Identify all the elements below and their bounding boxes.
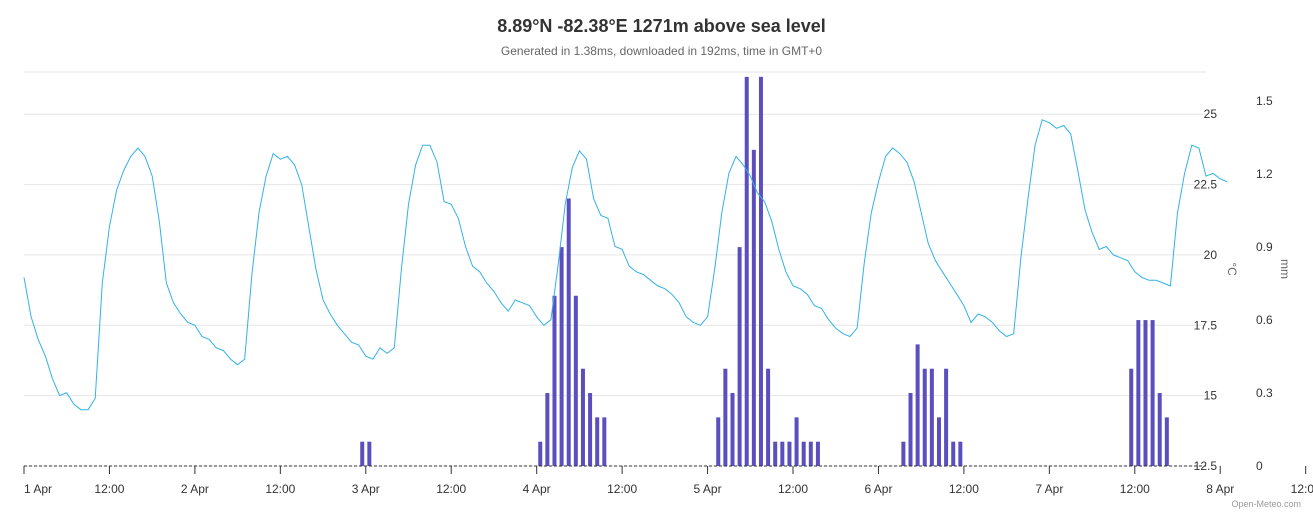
- precipitation-bar: [815, 441, 820, 466]
- x-tick-label: 12:00: [1120, 482, 1150, 496]
- temperature-line: [23, 119, 1228, 411]
- precipitation-bar: [908, 393, 913, 466]
- x-tick-label: 12:00: [949, 482, 979, 496]
- precipitation-bar: [580, 368, 585, 466]
- x-tick-label: 12:00: [94, 482, 124, 496]
- precipitation-bar: [794, 417, 799, 466]
- precipitation-bar: [1136, 320, 1141, 466]
- chart-title: 8.89°N -82.38°E 1271m above sea level: [497, 16, 826, 36]
- precipitation-bar: [1150, 320, 1155, 466]
- precipitation-bar: [360, 441, 365, 466]
- precipitation-bar: [758, 76, 763, 466]
- precipitation-bar: [566, 198, 571, 467]
- precipitation-bar: [958, 441, 963, 466]
- precipitation-bar: [951, 441, 956, 466]
- credits-link[interactable]: Open-Meteo.com: [1231, 499, 1301, 509]
- x-tick-label: 8 Apr: [1206, 482, 1234, 496]
- x-tick-label: 12:00: [265, 482, 295, 496]
- precipitation-bar: [808, 441, 813, 466]
- precipitation-bar: [595, 417, 600, 466]
- precipitation-bar: [780, 441, 785, 466]
- precipitation-bar: [1143, 320, 1148, 466]
- precipitation-bar: [723, 368, 728, 466]
- precipitation-tick-label: 0: [1256, 459, 1263, 473]
- x-tick-label: 12:00: [1291, 482, 1313, 496]
- chart-subtitle: Generated in 1.38ms, downloaded in 192ms…: [500, 44, 823, 58]
- precipitation-bar: [602, 417, 607, 466]
- temperature-tick-label: 15: [1204, 389, 1218, 403]
- precipitation-bar: [944, 368, 949, 466]
- precipitation-bar: [922, 368, 927, 466]
- x-tick-label: 6 Apr: [864, 482, 892, 496]
- x-tick-label: 4 Apr: [523, 482, 551, 496]
- precipitation-bar: [737, 247, 742, 466]
- precipitation-bar: [367, 441, 372, 466]
- precipitation-bar: [538, 441, 543, 466]
- x-tick-label: 7 Apr: [1035, 482, 1063, 496]
- x-tick-label: 5 Apr: [694, 482, 722, 496]
- precipitation-tick-label: 0.9: [1256, 240, 1273, 254]
- precipitation-tick-label: 1.5: [1256, 94, 1273, 108]
- precipitation-bar: [766, 368, 771, 466]
- precipitation-bars: [360, 76, 1169, 467]
- precipitation-bar: [1129, 368, 1134, 466]
- x-tick-label: 3 Apr: [352, 482, 380, 496]
- precipitation-bar: [773, 441, 778, 466]
- precipitation-bar: [730, 393, 735, 466]
- precipitation-tick-label: 1.2: [1256, 167, 1273, 181]
- precipitation-bar: [716, 417, 721, 466]
- precipitation-tick-label: 0.3: [1256, 386, 1273, 400]
- temperature-tick-label: 22.5: [1194, 178, 1218, 192]
- precipitation-bar: [744, 76, 749, 466]
- temperature-tick-label: 17.5: [1194, 318, 1218, 332]
- precipitation-bar: [588, 393, 593, 466]
- temperature-axis-title: °C: [1225, 262, 1239, 276]
- precipitation-bar: [901, 441, 906, 466]
- x-tick-label: 12:00: [436, 482, 466, 496]
- precipitation-axis-title: mm: [1278, 259, 1292, 279]
- precipitation-bar: [559, 247, 564, 466]
- x-tick-label: 12:00: [778, 482, 808, 496]
- precipitation-bar: [545, 393, 550, 466]
- temperature-tick-label: 20: [1204, 248, 1218, 262]
- precipitation-bar: [552, 295, 557, 466]
- grid-lines: [24, 71, 1206, 467]
- precipitation-bar: [929, 368, 934, 466]
- precipitation-bar: [573, 295, 578, 466]
- precipitation-bar: [936, 417, 941, 466]
- precipitation-tick-label: 0.6: [1256, 313, 1273, 327]
- x-tick-label: 12:00: [607, 482, 637, 496]
- temperature-tick-label: 25: [1204, 107, 1218, 121]
- precipitation-bar: [1164, 417, 1169, 466]
- precipitation-bar: [801, 441, 806, 466]
- precipitation-bar: [787, 441, 792, 466]
- x-tick-label: 2 Apr: [181, 482, 209, 496]
- precipitation-bar: [915, 344, 920, 466]
- x-tick-label: 1 Apr: [24, 482, 52, 496]
- precipitation-bar: [1157, 393, 1162, 466]
- precipitation-bar: [751, 149, 756, 467]
